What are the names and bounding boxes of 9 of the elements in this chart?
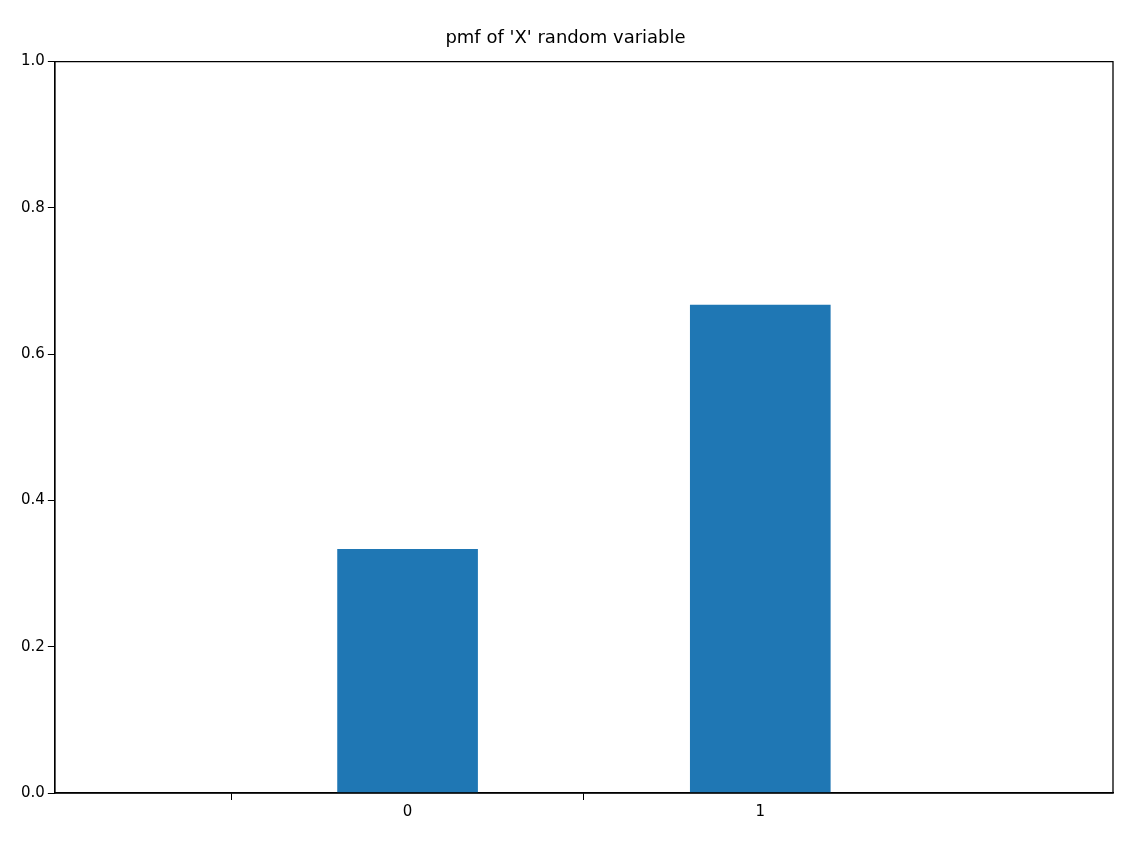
y-tick-label: 0.8: [21, 197, 45, 216]
y-tick-label: 0.2: [21, 636, 45, 655]
y-tick-label: 1.0: [21, 51, 45, 70]
y-tick-label: 0.4: [21, 490, 45, 509]
chart-title: pmf of 'X' random variable: [445, 26, 686, 48]
x-tick-label: 1: [755, 801, 766, 820]
y-tick-label: 0.0: [21, 782, 45, 801]
y-tick-label: 0.6: [21, 344, 45, 363]
x-tick-label: 0: [402, 801, 413, 820]
